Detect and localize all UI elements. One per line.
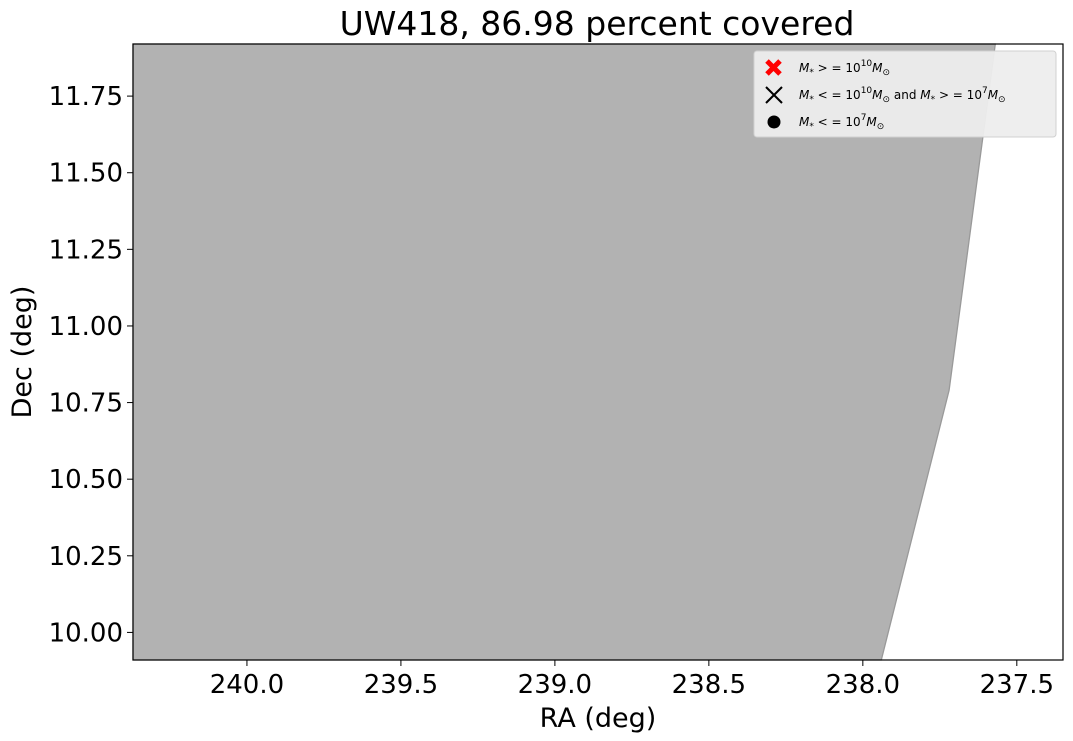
y-axis-ticks: 10.00 10.25 10.50 10.75 11.00 11.25 11.50 11.75 [49,82,133,648]
y-tick-label: 11.50 [49,159,123,189]
y-axis-label: Dec (deg) [7,286,38,419]
legend-label-mid-mass: M* < = 1010M⊙ and M* > = 107M⊙ [799,86,1006,105]
x-axis-label: RA (deg) [540,703,657,734]
legend-label-high-mass: M* > = 1010M⊙ [799,59,890,78]
x-tick-label: 237.5 [980,670,1054,700]
x-tick-label: 238.5 [672,670,746,700]
chart-title: UW418, 86.98 percent covered [340,4,855,43]
legend: M* > = 1010M⊙ M* < = 1010M⊙ and M* > = 1… [753,50,1057,138]
y-tick-label: 11.25 [49,235,123,265]
y-tick-label: 11.75 [49,82,123,112]
x-tick-label: 239.0 [518,670,592,700]
legend-marker-dot-icon [767,115,781,129]
x-tick-label: 238.0 [826,670,900,700]
y-tick-label: 10.50 [49,465,123,495]
legend-marker-bold-x-icon [765,59,782,76]
x-tick-label: 239.5 [364,670,438,700]
axes-frame [132,43,1064,661]
legend-marker-x-icon [765,86,783,104]
legend-label-low-mass: M* < = 107M⊙ [799,113,884,132]
legend-box [753,50,1057,138]
y-tick-label: 10.25 [49,542,123,572]
x-tick-label: 240.0 [210,670,284,700]
y-tick-label: 10.75 [49,389,123,419]
plot-area [132,43,1064,661]
y-tick-label: 11.00 [49,312,123,342]
x-axis-ticks: 240.0 239.5 239.0 238.5 238.0 237.5 [210,660,1054,700]
y-tick-label: 10.00 [49,618,123,648]
